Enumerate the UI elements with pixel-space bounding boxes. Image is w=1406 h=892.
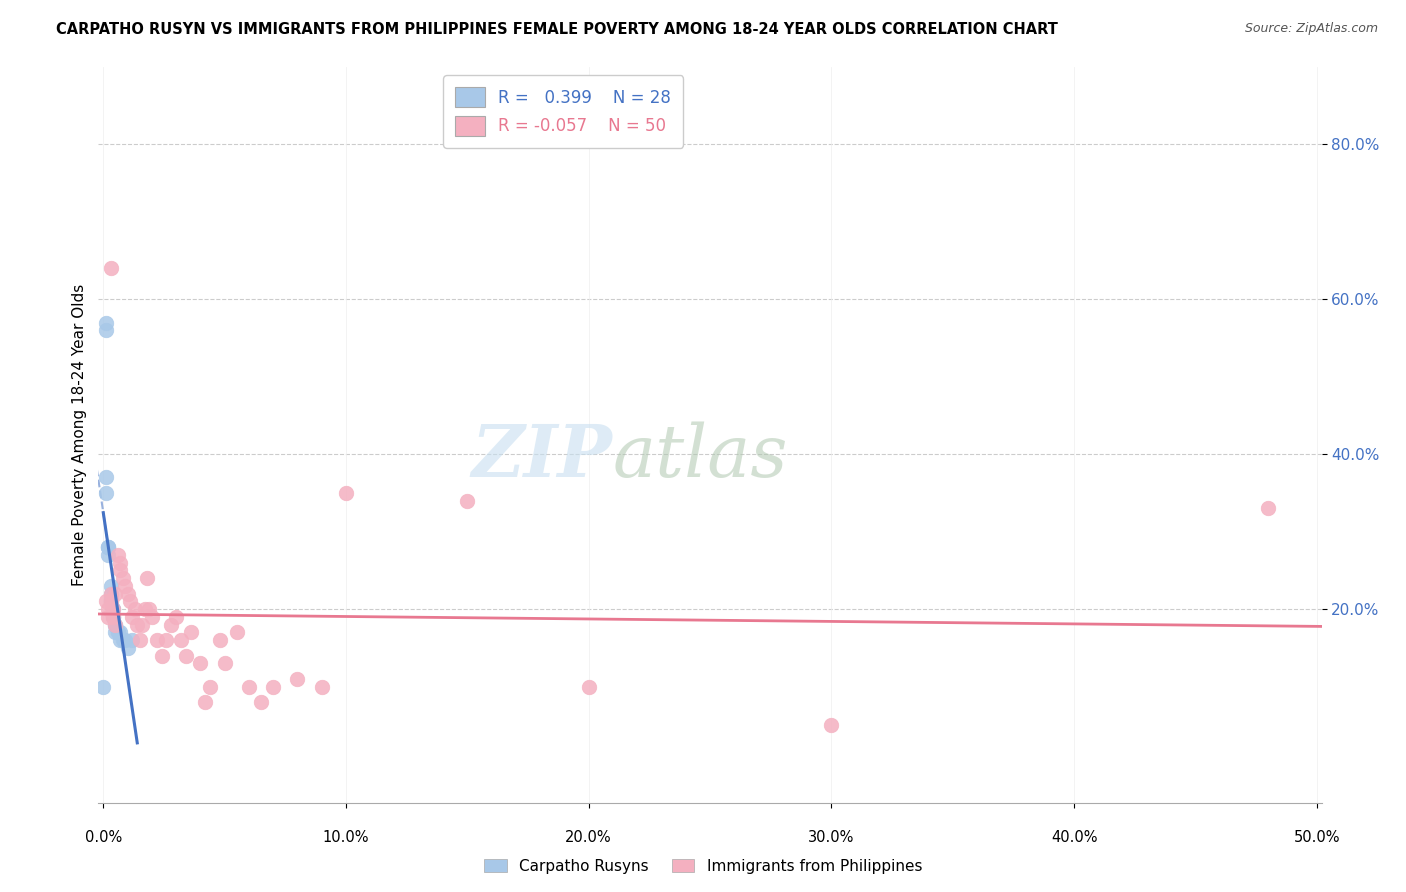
Text: 20.0%: 20.0%: [565, 830, 612, 845]
Point: [100, 594, 122, 608]
Point: [97, 610, 120, 624]
Point: [128, 633, 150, 648]
Point: [117, 640, 139, 655]
Point: [117, 587, 139, 601]
Point: [136, 571, 159, 585]
Point: [165, 610, 187, 624]
Point: [174, 648, 197, 663]
Point: [91, 680, 114, 694]
Point: [214, 657, 236, 671]
Point: [101, 610, 124, 624]
Point: [208, 633, 231, 648]
Point: [101, 602, 124, 616]
Legend: Carpatho Rusyns, Immigrants from Philippines: Carpatho Rusyns, Immigrants from Philipp…: [478, 853, 928, 880]
Point: [114, 579, 136, 593]
Point: [110, 556, 132, 570]
Point: [250, 695, 273, 709]
Point: [100, 594, 122, 608]
Text: ZIP: ZIP: [471, 421, 612, 492]
Point: [225, 625, 247, 640]
Point: [104, 625, 127, 640]
Point: [104, 587, 127, 601]
Point: [238, 680, 260, 694]
Point: [118, 594, 141, 608]
Point: [94, 316, 117, 330]
Point: [287, 672, 309, 686]
Point: [188, 657, 212, 671]
Point: [134, 602, 156, 616]
Point: [97, 602, 120, 616]
Point: [100, 587, 122, 601]
Point: [100, 579, 122, 593]
Point: [578, 680, 600, 694]
Text: atlas: atlas: [612, 422, 787, 492]
Point: [1257, 501, 1279, 516]
Point: [121, 633, 143, 648]
Point: [121, 610, 143, 624]
Text: 50.0%: 50.0%: [1294, 830, 1340, 845]
Text: 0.0%: 0.0%: [84, 830, 122, 845]
Point: [97, 540, 120, 554]
Point: [101, 602, 124, 616]
Point: [194, 695, 217, 709]
Legend: R =   0.399    N = 28, R = -0.057    N = 50: R = 0.399 N = 28, R = -0.057 N = 50: [443, 75, 683, 147]
Point: [311, 680, 333, 694]
Point: [335, 486, 357, 500]
Point: [111, 633, 134, 648]
Point: [170, 633, 193, 648]
Point: [160, 617, 183, 632]
Point: [111, 571, 134, 585]
Point: [94, 486, 117, 500]
Point: [124, 602, 146, 616]
Point: [110, 625, 132, 640]
Point: [110, 633, 132, 648]
Point: [150, 648, 173, 663]
Point: [100, 261, 122, 276]
Point: [262, 680, 284, 694]
Point: [94, 470, 117, 484]
Y-axis label: Female Poverty Among 18-24 Year Olds: Female Poverty Among 18-24 Year Olds: [72, 284, 87, 586]
Point: [456, 493, 478, 508]
Point: [107, 625, 129, 640]
Point: [104, 617, 127, 632]
Point: [97, 540, 120, 554]
Point: [100, 594, 122, 608]
Point: [138, 602, 160, 616]
Point: [180, 625, 202, 640]
Point: [110, 563, 132, 577]
Point: [94, 323, 117, 337]
Point: [107, 625, 129, 640]
Point: [101, 602, 124, 616]
Point: [131, 617, 153, 632]
Text: CARPATHO RUSYN VS IMMIGRANTS FROM PHILIPPINES FEMALE POVERTY AMONG 18-24 YEAR OL: CARPATHO RUSYN VS IMMIGRANTS FROM PHILIP…: [56, 22, 1059, 37]
Point: [94, 594, 117, 608]
Point: [104, 617, 127, 632]
Point: [97, 548, 120, 562]
Point: [198, 680, 221, 694]
Point: [114, 633, 136, 648]
Point: [155, 633, 177, 648]
Point: [127, 617, 149, 632]
Point: [101, 610, 124, 624]
Point: [107, 548, 129, 562]
Text: 10.0%: 10.0%: [323, 830, 370, 845]
Point: [104, 617, 127, 632]
Point: [100, 587, 122, 601]
Point: [101, 610, 124, 624]
Text: Source: ZipAtlas.com: Source: ZipAtlas.com: [1244, 22, 1378, 36]
Text: 30.0%: 30.0%: [808, 830, 855, 845]
Point: [145, 633, 167, 648]
Point: [141, 610, 163, 624]
Point: [97, 540, 120, 554]
Point: [820, 718, 842, 732]
Text: 40.0%: 40.0%: [1050, 830, 1097, 845]
